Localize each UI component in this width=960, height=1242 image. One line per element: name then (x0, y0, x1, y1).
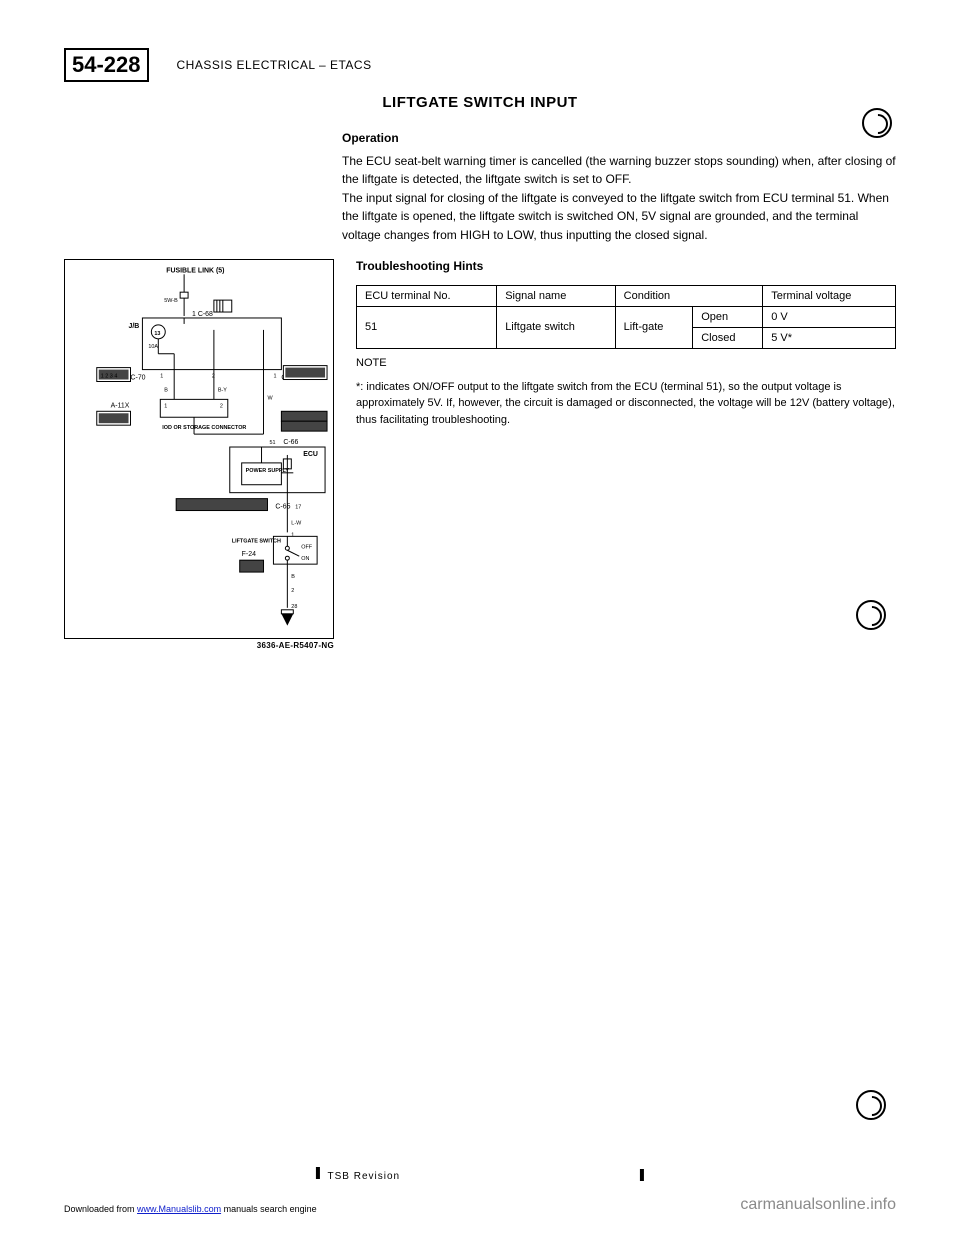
footer-prefix: Downloaded from (64, 1204, 137, 1214)
svg-text:17: 17 (295, 504, 301, 510)
label-c70: C-70 (131, 374, 146, 381)
troubleshooting-column: Troubleshooting Hints ECU terminal No. S… (356, 259, 896, 429)
footer-suffix: manuals search engine (221, 1204, 317, 1214)
svg-text:W: W (267, 395, 273, 401)
th-voltage: Terminal voltage (763, 285, 896, 306)
label-c65: C-65 (275, 503, 290, 510)
note-text: *: indicates ON/OFF output to the liftga… (356, 379, 896, 429)
page-number: 54-228 (64, 48, 149, 82)
label-a11x: A-11X (111, 402, 130, 409)
label-fusible-link: FUSIBLE LINK (5) (166, 267, 224, 274)
svg-text:1: 1 (291, 532, 294, 538)
td-cond-b-open: Open (693, 306, 763, 327)
operation-block: Operation The ECU seat-belt warning time… (342, 129, 896, 245)
svg-text:51: 51 (269, 440, 275, 446)
troubleshooting-heading: Troubleshooting Hints (356, 259, 896, 273)
label-ecu: ECU (303, 451, 318, 458)
svg-text:B: B (291, 574, 295, 580)
svg-text:1: 1 (273, 373, 276, 379)
td-signal-name: Liftgate switch (497, 306, 615, 348)
binder-mark-bottom (856, 1090, 886, 1120)
footer-source: Downloaded from www.Manualslib.com manua… (64, 1204, 317, 1214)
tsb-text: TSB Revision (327, 1171, 400, 1182)
note-label: NOTE (356, 357, 896, 369)
tsb-revision: TSB Revision (316, 1167, 644, 1182)
section-title: LIFTGATE SWITCH INPUT (64, 94, 896, 111)
header-title: CHASSIS ELECTRICAL – ETACS (177, 58, 372, 72)
svg-text:B-Y: B-Y (218, 387, 227, 393)
label-f24: F-24 (242, 551, 256, 558)
svg-text:1: 1 (164, 403, 167, 409)
label-fuse13: 13 (154, 330, 160, 336)
td-voltage-closed: 5 V* (763, 327, 896, 348)
td-cond-a: Lift-gate (615, 306, 693, 348)
signal-table: ECU terminal No. Signal name Condition T… (356, 285, 896, 349)
binder-mark-top (862, 108, 892, 138)
td-cond-b-closed: Closed (693, 327, 763, 348)
label-fuse-amp: 10A (148, 343, 158, 349)
svg-text:B: B (164, 387, 168, 393)
label-jb: J/B (129, 322, 140, 329)
label-c66: C-66 (283, 439, 298, 446)
svg-text:2: 2 (220, 403, 223, 409)
th-signal: Signal name (497, 285, 615, 306)
svg-text:1 2 3 4: 1 2 3 4 (101, 373, 118, 379)
label-c68: 1 C-68 (192, 311, 213, 318)
th-condition: Condition (615, 285, 763, 306)
operation-label: Operation (342, 129, 896, 148)
diagram-column: FUSIBLE LINK (5) 5W-B 1 C-68 J/B 13 10A (64, 259, 334, 650)
label-off: OFF (301, 544, 313, 550)
td-terminal: 51 (357, 306, 497, 348)
diagram-caption: 3636-AE-R5407-NG (64, 641, 334, 650)
th-terminal: ECU terminal No. (357, 285, 497, 306)
operation-text: The ECU seat-belt warning timer is cance… (342, 152, 896, 245)
wiring-diagram: FUSIBLE LINK (5) 5W-B 1 C-68 J/B 13 10A (64, 259, 334, 639)
label-storage: IOD OR STORAGE CONNECTOR (162, 425, 246, 431)
svg-text:28: 28 (291, 603, 297, 609)
td-voltage-open: 0 V (763, 306, 896, 327)
svg-text:5W-B: 5W-B (164, 298, 178, 304)
label-on: ON (301, 556, 309, 562)
footer-link[interactable]: www.Manualslib.com (137, 1204, 221, 1214)
binder-mark-mid (856, 600, 886, 630)
svg-text:1: 1 (160, 373, 163, 379)
svg-text:2: 2 (291, 587, 294, 593)
svg-text:L-W: L-W (291, 520, 302, 526)
watermark: carmanualsonline.info (740, 1196, 896, 1214)
